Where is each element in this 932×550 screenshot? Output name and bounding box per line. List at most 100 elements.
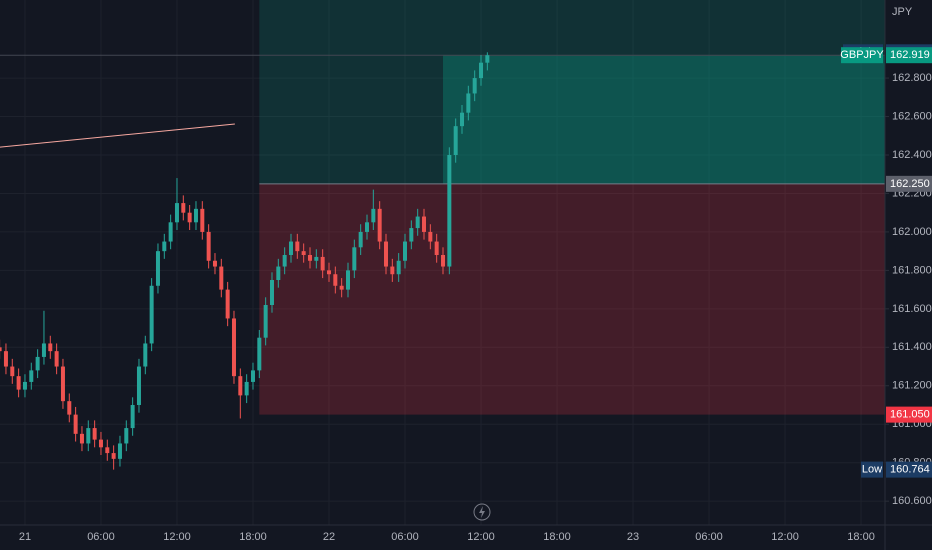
candle-body [200, 208, 205, 232]
event-icon-bolt [479, 506, 485, 518]
candle-body [219, 266, 224, 290]
y-tick-label: 162.000 [892, 226, 932, 238]
last-badge [886, 47, 932, 64]
time-axis [0, 525, 932, 550]
candle-body [16, 376, 21, 390]
x-tick-label: 18:00 [847, 531, 875, 543]
candle-body [314, 256, 319, 261]
candle-body [41, 343, 46, 357]
candle-body [79, 433, 84, 444]
profit-zone [259, 0, 885, 184]
last-value: 162.919 [890, 49, 930, 61]
candle-body [54, 351, 59, 367]
candle-body [263, 305, 268, 338]
y-tick-label: 162.800 [892, 72, 932, 84]
candle-body [295, 241, 300, 252]
candle-body [48, 343, 53, 352]
candle-body [377, 208, 382, 242]
y-tick-label: 160.600 [892, 495, 932, 507]
candle-body [409, 228, 414, 242]
x-tick-label: 12:00 [467, 531, 495, 543]
undefined-badge [886, 175, 932, 192]
candle-body [301, 251, 306, 255]
x-tick-label: 06:00 [391, 531, 419, 543]
candle-body [282, 255, 287, 267]
candle-body [73, 414, 78, 434]
candle-body [333, 274, 338, 286]
candle-body [339, 285, 344, 290]
candle-body [0, 347, 2, 352]
candle-body [422, 216, 427, 232]
candle-body [174, 203, 179, 223]
candle-body [231, 318, 236, 377]
candle-body [447, 155, 452, 267]
y-tick-label: 161.200 [892, 380, 932, 392]
candle-body [143, 343, 148, 367]
price-axis [885, 0, 932, 550]
candle-body [250, 370, 255, 382]
y-tick-label: 161.600 [892, 303, 932, 315]
candle-body [257, 337, 262, 371]
candle-body [441, 255, 446, 267]
candle-body [288, 241, 293, 255]
low-badge [886, 461, 932, 478]
candle-body [35, 356, 40, 371]
candle-body [225, 289, 230, 319]
low-name-badge [861, 461, 883, 478]
candle-body [162, 241, 167, 252]
last-name: GBPJPY [840, 49, 884, 61]
candle-body [155, 251, 160, 286]
candle-body [29, 370, 34, 382]
x-tick-label: 23 [627, 531, 639, 543]
y-tick-label: 161.400 [892, 341, 932, 353]
undefined-value: 161.050 [890, 409, 930, 421]
candle-body [168, 222, 173, 242]
profit-fill [443, 55, 885, 184]
candle-body [244, 381, 249, 396]
candle-body [415, 216, 420, 229]
candle-body [67, 401, 72, 415]
candle-body [466, 93, 471, 113]
candle-body [485, 55, 490, 63]
candle-body [326, 270, 331, 275]
candle-body [434, 241, 439, 255]
candle-body [111, 453, 116, 459]
candle-body [130, 405, 135, 429]
candle-body [396, 260, 401, 275]
candle-body [187, 212, 192, 223]
x-tick-label: 06:00 [87, 531, 115, 543]
undefined-badge [886, 406, 932, 423]
x-tick-label: 12:00 [163, 531, 191, 543]
candle-body [345, 270, 350, 290]
candle-body [479, 62, 484, 79]
candle-body [206, 231, 211, 261]
candle-body [472, 78, 477, 94]
candle-body [428, 231, 433, 242]
undefined-value: 162.250 [890, 178, 930, 190]
candle-body [383, 241, 388, 267]
loss-zone [259, 183, 885, 415]
candle-body [124, 428, 129, 444]
candle-body [320, 256, 325, 271]
x-tick-label: 06:00 [695, 531, 723, 543]
currency-label: JPY [892, 6, 913, 18]
candle-body [92, 428, 97, 440]
candle-body [136, 366, 141, 405]
x-tick-label: 22 [323, 531, 335, 543]
y-tick-label: 161.800 [892, 264, 932, 276]
candle-body [307, 255, 312, 261]
low-name: Low [862, 464, 882, 476]
y-tick-label: 162.400 [892, 149, 932, 161]
x-tick-label: 18:00 [239, 531, 267, 543]
candle-body [117, 443, 122, 459]
candle-body [403, 241, 408, 261]
x-tick-label: 12:00 [771, 531, 799, 543]
candle-body [3, 351, 8, 367]
candle-body [22, 381, 27, 390]
event-icon [473, 503, 491, 521]
candle-body [86, 428, 91, 444]
candle-body [352, 247, 357, 271]
